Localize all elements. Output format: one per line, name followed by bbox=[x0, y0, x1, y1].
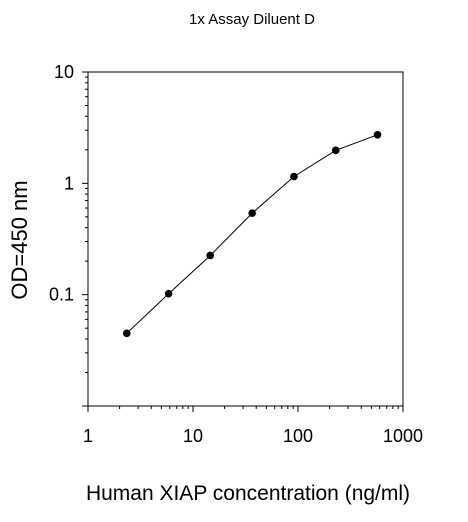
series-line bbox=[126, 134, 378, 334]
x-tick-label: 10 bbox=[183, 426, 203, 446]
x-tick-label: 1 bbox=[83, 426, 93, 446]
x-axis-label: Human XIAP concentration (ng/ml) bbox=[86, 482, 410, 505]
data-point bbox=[248, 209, 256, 217]
y-axis-label: OD=450 nm bbox=[7, 180, 32, 299]
y-tick-label: 10 bbox=[54, 62, 74, 82]
y-tick-label: 1 bbox=[64, 173, 74, 193]
chart-title: 1x Assay Diluent D bbox=[189, 11, 315, 28]
data-point bbox=[206, 251, 215, 260]
data-point bbox=[164, 289, 173, 298]
data-point bbox=[290, 172, 298, 181]
y-tick-label: 0.1 bbox=[49, 285, 74, 305]
x-tick-label: 100 bbox=[283, 426, 313, 446]
y-axis: 10 1 0.1 bbox=[49, 62, 88, 407]
data-point bbox=[373, 130, 382, 139]
x-axis: 1 10 100 1000 bbox=[83, 406, 423, 446]
plot-frame bbox=[87, 71, 404, 407]
data-points bbox=[122, 130, 382, 338]
x-tick-label: 1000 bbox=[383, 426, 423, 446]
data-point bbox=[122, 329, 131, 338]
data-point bbox=[331, 146, 340, 155]
